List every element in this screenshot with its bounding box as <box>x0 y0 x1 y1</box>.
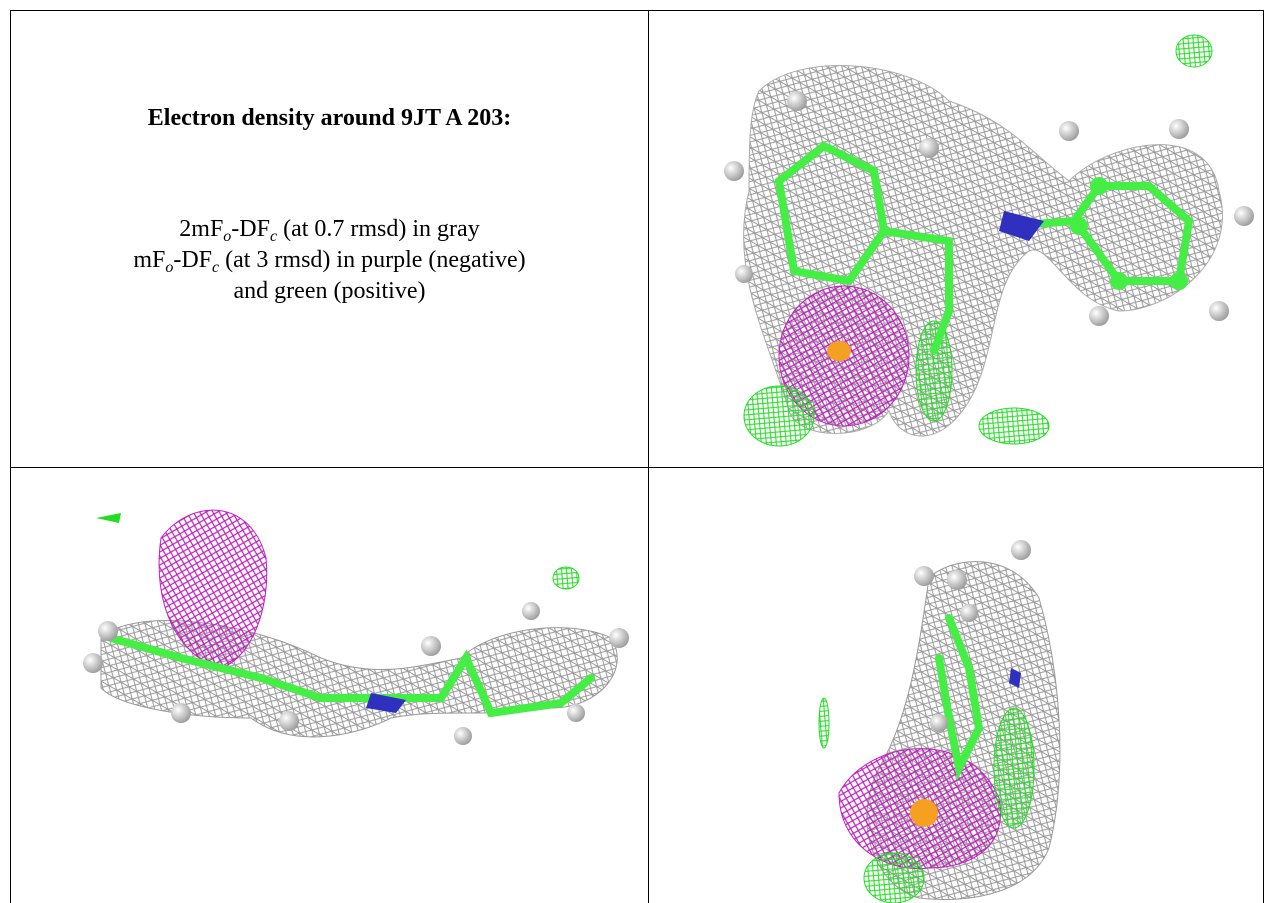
positive-mesh <box>818 697 830 749</box>
negative-mesh <box>158 509 268 669</box>
legend-line: mFo-DFc (at 3 rmsd) in purple (negative) <box>11 245 648 276</box>
positive-mesh <box>863 852 925 903</box>
molecule-sticks <box>774 141 1194 355</box>
positive-mesh <box>552 566 580 590</box>
atom <box>910 799 938 827</box>
column-divider <box>648 10 649 903</box>
positive-mesh <box>915 320 953 422</box>
caption-cell: Electron density around 9JT A 203: 2mFo-… <box>11 11 648 467</box>
positive-mesh <box>993 707 1035 829</box>
positive-mesh <box>978 407 1050 445</box>
nitrogen <box>1009 668 1021 688</box>
legend-line: and green (positive) <box>11 276 648 307</box>
atom <box>827 341 851 361</box>
subscript: o <box>165 259 174 276</box>
text: 2mF <box>179 216 224 242</box>
text: -DF <box>173 247 212 273</box>
positive-mesh <box>743 385 815 447</box>
density-view-3 <box>818 540 1061 903</box>
text: and green (positive) <box>233 278 426 304</box>
hydrogens <box>83 602 629 745</box>
hydrogens <box>724 91 1254 326</box>
molecule-sticks <box>935 614 984 781</box>
subscript: c <box>269 228 278 245</box>
positive-mesh <box>1175 34 1213 68</box>
row-divider <box>10 467 1264 468</box>
carbons <box>1070 177 1188 290</box>
subscript: c <box>212 259 220 276</box>
legend-line: 2mFo-DFc (at 0.7 rmsd) in gray <box>11 214 648 245</box>
hydrogens <box>914 540 1031 732</box>
table-frame <box>10 10 1264 903</box>
nitrogen <box>366 693 406 713</box>
subscript: o <box>223 228 232 245</box>
text: -DF <box>231 216 270 242</box>
legend: 2mFo-DFc (at 0.7 rmsd) in gray mFo-DFc (… <box>11 214 648 307</box>
positive-mesh <box>96 513 121 523</box>
density-view-2 <box>83 509 629 745</box>
text: mF <box>133 247 166 273</box>
text: (at 0.7 rmsd) in gray <box>277 216 480 242</box>
nitrogen <box>999 211 1044 241</box>
density-view-1 <box>724 34 1254 447</box>
caption-title: Electron density around 9JT A 203: <box>147 105 512 131</box>
text: (at 3 rmsd) in purple (negative) <box>219 247 526 273</box>
